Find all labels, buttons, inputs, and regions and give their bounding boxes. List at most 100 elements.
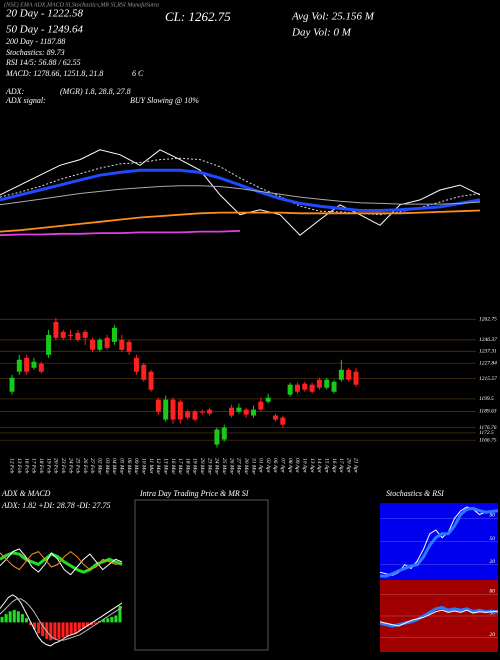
candle-body: [265, 397, 271, 402]
y-tick-label: 1237.31: [479, 349, 497, 355]
candle-body: [258, 401, 264, 410]
candle-body: [280, 417, 286, 425]
x-tick-label: 30 Mar: [243, 457, 249, 475]
x-tick-label: 06 Mar: [126, 458, 132, 475]
candle-body: [185, 411, 191, 418]
x-tick-label: 03 Mar: [104, 458, 110, 475]
macd-text: MACD: 1278.66, 1251.8, 21.8: [5, 69, 103, 78]
line-series: [0, 185, 481, 206]
line-series: [0, 149, 481, 236]
line-series: [0, 209, 481, 233]
x-tick-label: 16 Feb: [23, 458, 29, 474]
macd-bar: [106, 618, 110, 623]
adx-label: ADX:: [5, 87, 25, 96]
x-tick-label: 18 Mar: [184, 458, 190, 475]
candle-body: [155, 399, 161, 412]
candle-body: [251, 409, 257, 416]
macd-bar: [81, 622, 85, 628]
line-series: [379, 605, 499, 628]
candle-body: [38, 363, 44, 372]
macd-bar: [61, 622, 65, 638]
x-tick-label: 23 Mar: [206, 458, 212, 475]
x-tick-label: 18 Feb: [38, 458, 44, 474]
macd-bar: [69, 622, 73, 635]
macd-bar: [8, 611, 12, 623]
x-tick-label: 15 Apr: [323, 458, 329, 474]
x-tick-label: 02 Apr: [265, 458, 271, 474]
intraday-box: [134, 499, 269, 651]
candle-body: [353, 371, 359, 385]
candle-body: [214, 429, 220, 445]
macd-bar: [73, 622, 77, 634]
x-tick-label: 17 Feb: [31, 458, 37, 474]
x-tick-label: 26 Feb: [82, 458, 88, 474]
panel-background: [380, 580, 498, 652]
y-tick-label: 1166.75: [479, 437, 497, 443]
line-series: [0, 168, 481, 212]
macd-bar: [4, 614, 8, 623]
macd-bar: [110, 616, 114, 623]
macd-bar: [28, 622, 33, 626]
line-series: [0, 548, 123, 576]
x-tick-label: 19 Mar: [192, 458, 198, 475]
candle-body: [60, 331, 66, 338]
macd-bar: [16, 611, 20, 623]
macd-bar: [77, 622, 81, 631]
y-tick-label: 1215.57: [479, 376, 497, 382]
line-series: [0, 230, 241, 237]
panel-title: ADX & MACD: [1, 489, 51, 498]
candle-body: [287, 384, 293, 395]
candle-body: [133, 357, 139, 372]
x-tick-label: 24 Feb: [67, 458, 74, 474]
x-tick-label: 26 Mar: [228, 458, 234, 475]
x-tick-label: 17 Mar: [177, 458, 183, 475]
y-tick-label: 1189.63: [479, 409, 497, 415]
x-tick-label: 01 Apr: [258, 458, 264, 474]
y-tick-label: 1176.76: [479, 425, 497, 431]
y-tick-label: 20: [490, 559, 496, 565]
x-tick-label: 27 Feb: [89, 458, 95, 474]
candle-body: [338, 369, 344, 380]
x-tick-label: 09 Apr: [294, 458, 300, 474]
macd-bar: [41, 622, 45, 637]
x-tick-label: 11 Mar: [148, 458, 154, 475]
x-tick-label: 27 Mar: [236, 458, 242, 475]
candle-body: [236, 407, 242, 412]
x-tick-label: 20 Apr: [345, 458, 351, 474]
x-tick-label: 12 Feb: [9, 458, 15, 474]
avg-vol: Avg Vol: 25.156 M: [291, 11, 375, 23]
candle-body: [199, 411, 205, 413]
candle-body: [309, 384, 315, 392]
candle-body: [272, 415, 278, 420]
macd-bar: [24, 618, 28, 623]
line-series: [0, 157, 481, 216]
x-tick-label: 05 Mar: [119, 458, 125, 475]
x-tick-label: 08 Apr: [287, 458, 293, 474]
adx-values: (MGR) 1.8, 28.8, 27.8: [60, 87, 131, 96]
macd-bar: [65, 622, 69, 637]
candle-body: [46, 334, 52, 355]
top-line: (NSE) EMA ADX,MACD SI,Stochastics,MR SI,…: [4, 1, 159, 8]
x-tick-label: 14 Apr: [316, 458, 323, 474]
x-tick-label: 24 Mar: [214, 458, 221, 475]
line-series: [379, 609, 499, 627]
y-tick-label: 20: [490, 632, 496, 638]
macd-bar: [12, 609, 16, 623]
x-tick-label: 20 Mar: [199, 458, 205, 475]
close-text: CL: 1262.75: [165, 9, 231, 24]
macd-bar: [20, 614, 24, 623]
line-series: [0, 598, 123, 641]
candle-body: [331, 381, 337, 392]
y-tick-label: 1262.75: [479, 316, 497, 322]
x-tick-label: 13 Mar: [162, 458, 168, 475]
stoch-text: Stochastics: 89.73: [6, 48, 65, 57]
day-vol: Day Vol: 0 M: [291, 27, 352, 39]
x-tick-label: 09 Mar: [133, 458, 139, 475]
x-tick-label: 25 Feb: [75, 458, 81, 474]
macd-bar: [33, 622, 37, 630]
y-tick-label: 1227.84: [479, 359, 497, 366]
x-tick-label: 04 Mar: [111, 458, 118, 475]
panel-title: Intra Day Trading Price & MR SI: [139, 489, 249, 498]
y-tick-label: 50: [490, 610, 496, 616]
